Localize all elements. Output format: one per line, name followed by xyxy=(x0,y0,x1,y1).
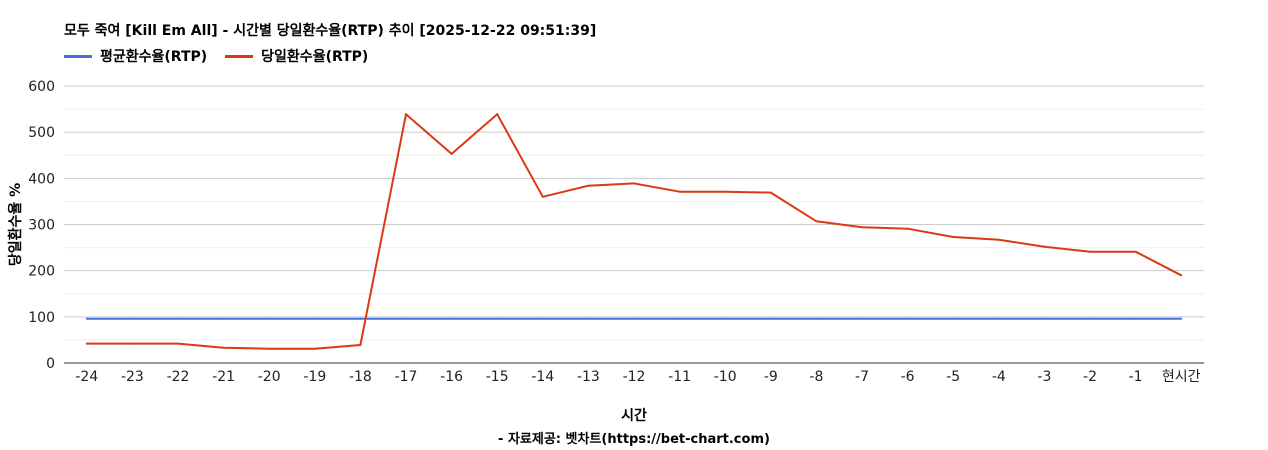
data-point-daily xyxy=(997,238,1000,241)
x-tick-label: -17 xyxy=(395,369,418,385)
data-point-daily xyxy=(268,347,271,350)
data-point-daily xyxy=(1180,274,1183,277)
legend-label-average: 평균환수율(RTP) xyxy=(100,49,208,65)
legend-swatch-daily xyxy=(225,54,254,58)
y-tick-label: 400 xyxy=(28,171,55,187)
data-point-daily xyxy=(85,342,88,345)
chart-title: 모두 죽여 [Kill Em All] - 시간별 당일환수율(RTP) 추이 … xyxy=(64,23,597,39)
x-tick-label: -16 xyxy=(440,369,463,385)
x-tick-label: -10 xyxy=(714,369,737,385)
data-point-average xyxy=(1180,317,1183,320)
data-point-daily xyxy=(405,113,407,116)
y-tick-label: 600 xyxy=(28,79,55,95)
legend-swatch-average xyxy=(64,54,92,58)
x-tick-label: -4 xyxy=(992,369,1006,385)
x-tick-label: -22 xyxy=(167,369,190,385)
data-point-daily xyxy=(678,190,681,193)
data-point-daily xyxy=(724,190,727,193)
data-point-average xyxy=(997,317,1000,320)
data-point-average xyxy=(906,317,909,320)
x-tick-label: -12 xyxy=(623,369,646,385)
x-tick-label: -5 xyxy=(946,369,960,385)
data-point-average xyxy=(177,317,179,320)
x-tick-label: -7 xyxy=(855,369,869,385)
data-point-daily xyxy=(952,235,955,238)
data-point-average xyxy=(541,317,544,320)
data-point-average xyxy=(313,317,316,320)
x-tick-label: -14 xyxy=(531,369,554,385)
data-point-daily xyxy=(496,113,499,116)
data-point-average xyxy=(952,317,955,320)
y-tick-label: 300 xyxy=(28,218,55,234)
data-point-daily xyxy=(769,191,772,194)
data-point-average xyxy=(496,317,499,320)
source-note: - 자료제공: 벳차트(https://bet-chart.com) xyxy=(498,432,770,447)
data-point-daily xyxy=(815,220,818,223)
x-tick-label: 현시간 xyxy=(1162,369,1201,385)
data-point-daily xyxy=(131,342,134,345)
y-tick-label: 200 xyxy=(28,264,55,280)
x-tick-label: -23 xyxy=(121,369,144,385)
data-point-daily xyxy=(177,342,179,345)
x-tick-label: -19 xyxy=(303,369,326,385)
data-point-average xyxy=(769,317,772,320)
data-point-average xyxy=(131,317,134,320)
x-tick-label: -2 xyxy=(1083,369,1097,385)
data-point-average xyxy=(268,317,271,320)
x-tick-label: -21 xyxy=(212,369,235,385)
data-point-average xyxy=(861,317,863,320)
y-axis-title: 당일환수율 % xyxy=(7,183,24,266)
y-tick-label: 500 xyxy=(28,125,55,141)
data-point-average xyxy=(1134,317,1137,320)
legend-item-daily[interactable]: 당일환수율(RTP) xyxy=(225,46,368,66)
data-point-average xyxy=(633,317,635,320)
x-tick-label: -15 xyxy=(486,369,509,385)
data-point-average xyxy=(359,317,362,320)
y-tick-label: 0 xyxy=(46,356,55,372)
x-tick-label: -8 xyxy=(809,369,823,385)
data-point-average xyxy=(405,317,407,320)
legend-item-average[interactable]: 평균환수율(RTP) xyxy=(64,46,207,66)
data-point-average xyxy=(815,317,818,320)
data-point-average xyxy=(222,317,225,320)
legend: 평균환수율(RTP) 당일환수율(RTP) xyxy=(64,46,368,66)
x-tick-label: -9 xyxy=(764,369,778,385)
x-tick-label: -20 xyxy=(258,369,281,385)
data-point-daily xyxy=(861,226,863,229)
data-point-daily xyxy=(222,346,225,349)
data-point-daily xyxy=(587,184,590,187)
x-axis-title: 시간 xyxy=(621,407,647,424)
data-point-daily xyxy=(1043,245,1046,248)
data-point-average xyxy=(1043,317,1046,320)
data-point-daily xyxy=(313,347,316,350)
x-tick-label: -3 xyxy=(1037,369,1051,385)
x-tick-label: -6 xyxy=(901,369,915,385)
legend-label-daily: 당일환수율(RTP) xyxy=(261,49,369,65)
data-point-average xyxy=(678,317,681,320)
data-point-average xyxy=(450,317,453,320)
data-point-daily xyxy=(633,182,635,185)
x-tick-label: -13 xyxy=(577,369,600,385)
data-point-average xyxy=(1089,317,1091,320)
x-tick-label: -18 xyxy=(349,369,372,385)
data-point-daily xyxy=(450,152,453,155)
data-point-daily xyxy=(1089,250,1091,253)
y-tick-label: 100 xyxy=(28,310,55,326)
x-tick-label: -1 xyxy=(1129,369,1143,385)
data-point-daily xyxy=(906,227,909,230)
data-point-average xyxy=(724,317,727,320)
data-point-daily xyxy=(359,343,362,346)
x-tick-label: -11 xyxy=(668,369,691,385)
x-tick-label: -24 xyxy=(75,369,98,385)
data-point-daily xyxy=(1134,250,1137,253)
data-point-average xyxy=(587,317,590,320)
series-line-daily xyxy=(86,113,1182,350)
data-point-average xyxy=(85,317,88,320)
data-point-daily xyxy=(541,195,544,198)
